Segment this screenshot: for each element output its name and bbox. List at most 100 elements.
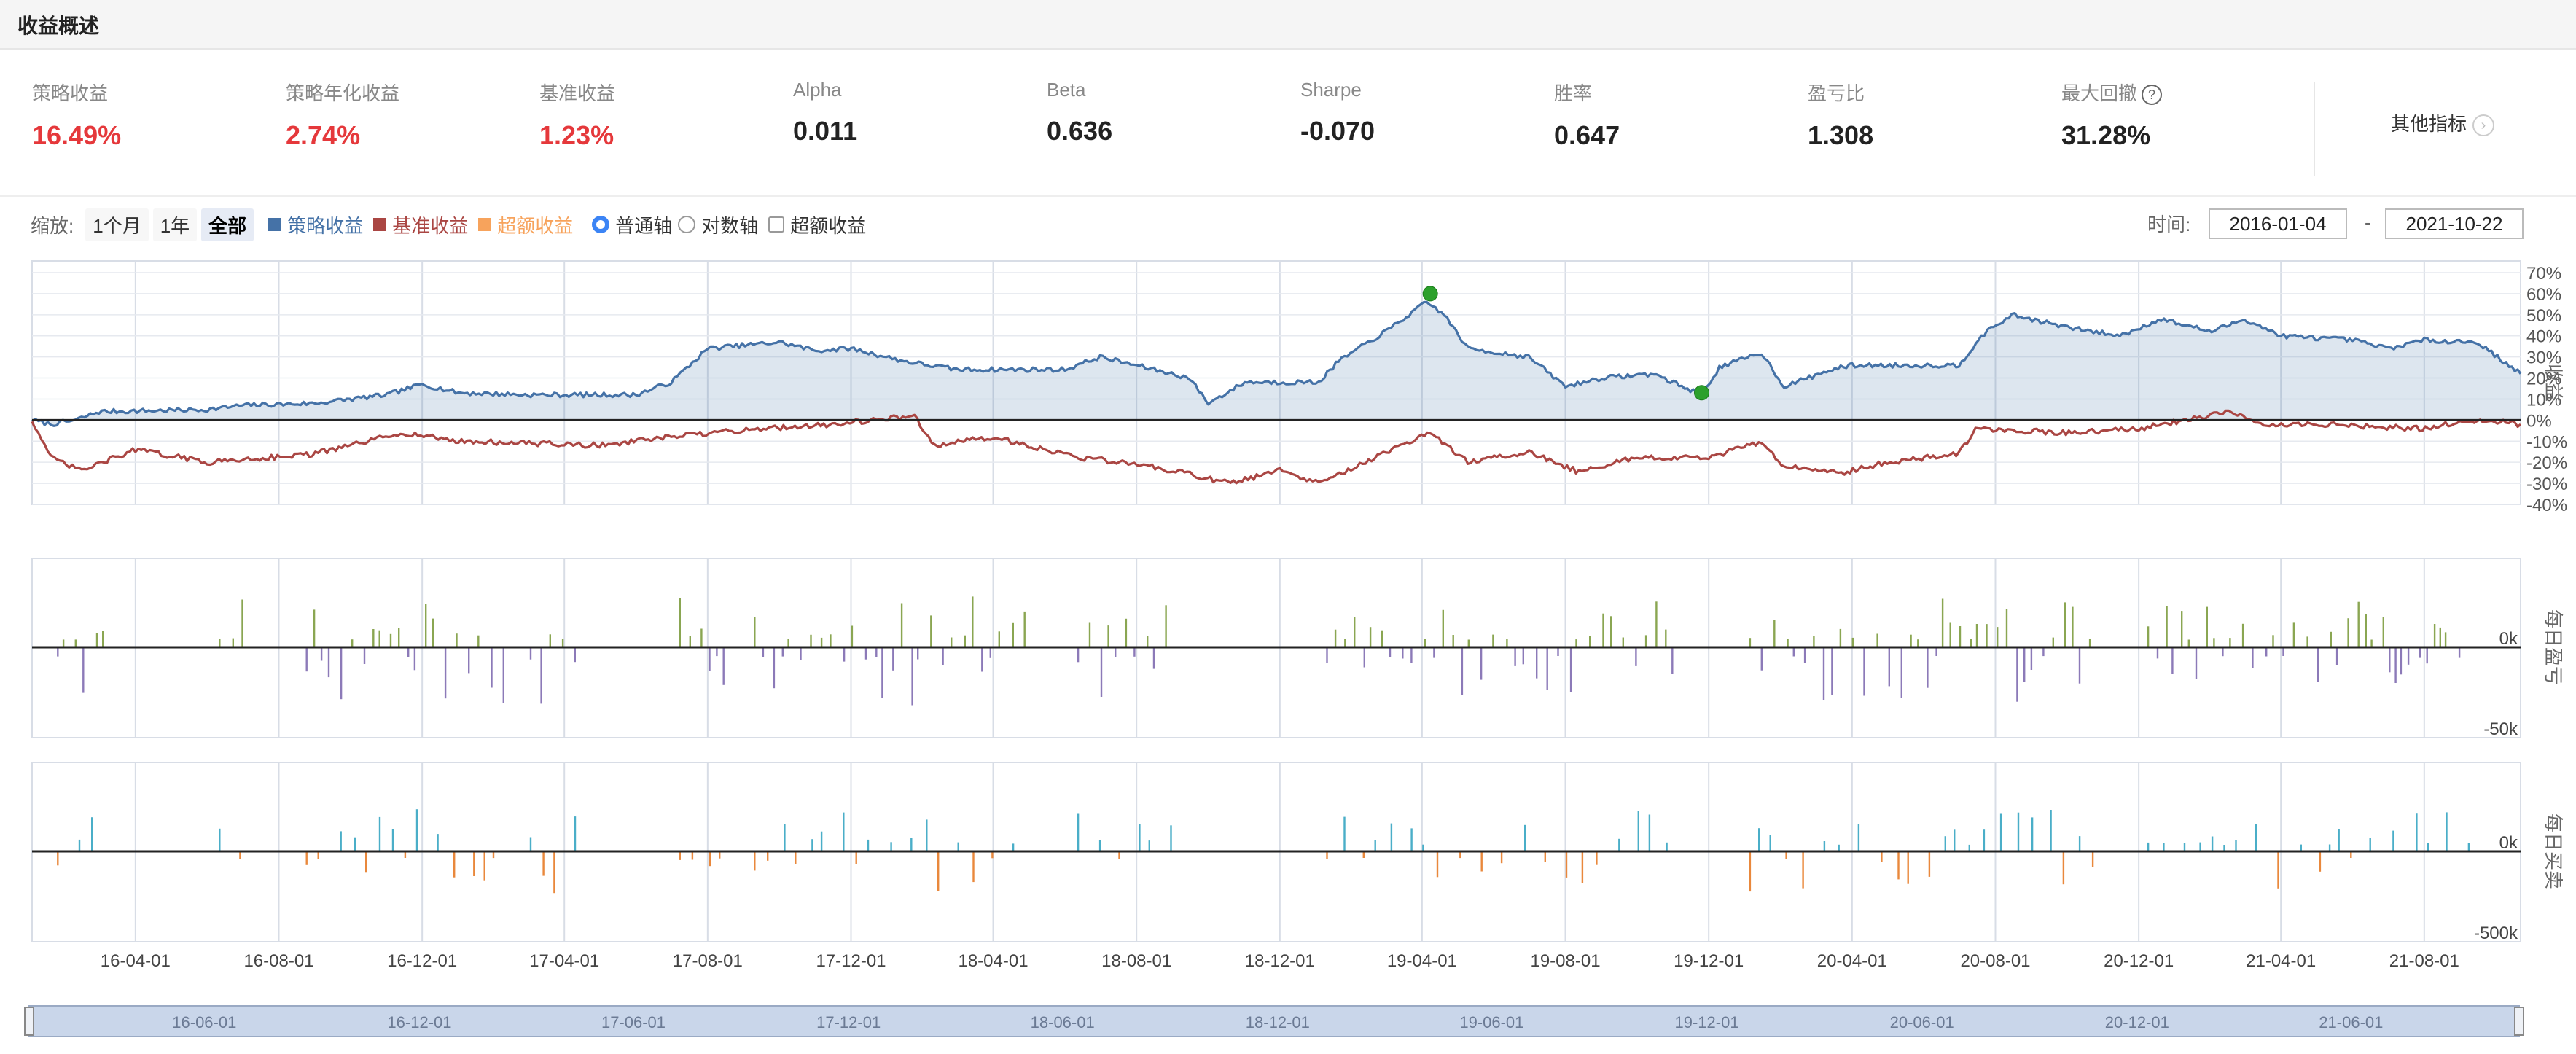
daily-pnl-bar: [1927, 647, 1929, 688]
daily-trade-bar: [2223, 845, 2225, 851]
daily-pnl-bar: [762, 647, 765, 657]
y-tick-label: -10%: [2526, 432, 2567, 452]
zoom-1-month-button[interactable]: 1个月: [85, 208, 149, 241]
daily-trade-bar: [492, 851, 495, 859]
legend-excess-return[interactable]: 超额收益: [478, 211, 573, 238]
daily-pnl-bar: [57, 647, 59, 657]
x-tick-label: 19-08-01: [1530, 951, 1600, 971]
daily-pnl-bar: [2292, 622, 2295, 647]
daily-pnl-bar: [1088, 622, 1091, 647]
daily-trade-bar: [1983, 829, 1986, 851]
daily-trade-bar: [2277, 851, 2279, 889]
daily-trade-bar: [855, 851, 857, 864]
daily-pnl-bar: [1492, 634, 1494, 647]
daily-trade-bar: [553, 851, 555, 894]
zoom-1-year-button[interactable]: 1年: [152, 208, 198, 241]
normal-axis-option[interactable]: 普通轴: [592, 211, 672, 238]
section-divider: [0, 195, 2576, 197]
daily-trade-bar: [2338, 829, 2340, 851]
daily-pnl-bar: [2042, 647, 2045, 657]
start-date-input[interactable]: 2016-01-04: [2209, 208, 2347, 239]
question-circle-icon[interactable]: ?: [2142, 85, 2163, 106]
daily-trade-bar: [415, 809, 418, 851]
drawdown-marker: [1694, 385, 1710, 401]
end-date-input[interactable]: 2021-10-22: [2385, 208, 2524, 239]
daily-pnl-bar: [1665, 629, 1667, 647]
y-tick-label: -500k: [2474, 924, 2518, 943]
daily-pnl-bar: [2030, 647, 2033, 670]
radio-checked-icon[interactable]: [592, 216, 610, 233]
daily-pnl-bar: [1589, 636, 1591, 647]
log-axis-option[interactable]: 对数轴: [678, 211, 758, 238]
daily-pnl-bar: [82, 647, 85, 693]
daily-pnl-bar: [1410, 647, 1413, 663]
navigator-tick-label: 18-06-01: [1031, 1013, 1095, 1031]
radio-unchecked-icon[interactable]: [678, 216, 696, 233]
y-tick-label: -50k: [2483, 719, 2518, 739]
x-tick-label: 16-12-01: [387, 951, 457, 971]
daily-pnl-bar: [2365, 614, 2367, 647]
daily-trade-bar: [91, 817, 93, 851]
daily-trade-bar: [1999, 813, 2002, 851]
daily-pnl-bar: [1610, 616, 1612, 647]
daily-pnl-bar: [1622, 637, 1624, 647]
metric-strategy-return: 策略收益 16.49%: [32, 82, 122, 150]
daily-pnl-bar: [851, 625, 854, 647]
daily-pnl-bar: [491, 647, 493, 688]
daily-pnl-bar: [951, 637, 953, 647]
legend-strategy-return[interactable]: 策略收益: [268, 211, 363, 238]
daily-pnl-bar: [327, 647, 330, 678]
x-tick-label: 20-04-01: [1817, 951, 1887, 971]
strategy-return-line: [31, 300, 2522, 427]
daily-pnl-bar: [2064, 602, 2066, 647]
legend-benchmark-return[interactable]: 基准收益: [373, 211, 468, 238]
daily-trade-bar: [2416, 813, 2418, 851]
daily-trade-bar: [78, 839, 81, 851]
daily-pnl-bar: [972, 596, 974, 647]
daily-pnl-bar: [1546, 647, 1548, 690]
daily-trade-bar: [305, 851, 308, 865]
daily-trade-bar: [2211, 836, 2214, 851]
daily-pnl-bar: [1949, 622, 1951, 647]
x-tick-label: 19-12-01: [1674, 951, 1744, 971]
metric-win-rate: 胜率 0.647: [1554, 82, 1620, 150]
section-header: 收益概述: [0, 0, 2576, 50]
daily-trade-bar: [1758, 828, 1760, 851]
navigator-right-handle: [2514, 1007, 2524, 1036]
navigator-tick-label: 20-12-01: [2105, 1013, 2169, 1031]
daily-trade-bar: [795, 851, 797, 864]
daily-pnl-bar: [881, 647, 883, 698]
daily-pnl-bar: [1839, 628, 1842, 647]
more-indicators-button[interactable]: 其他指标 ›: [2391, 109, 2495, 137]
daily-trade-bar: [691, 851, 694, 860]
daily-trade-bar: [2255, 824, 2257, 851]
daily-pnl-bar: [1433, 647, 1435, 658]
daily-trade-bar: [754, 851, 756, 871]
excess-return-checkbox[interactable]: 超额收益: [768, 211, 866, 238]
daily-pnl-bar: [398, 628, 400, 647]
daily-pnl-bar: [2347, 618, 2349, 647]
daily-pnl-bar: [2370, 639, 2373, 647]
daily-pnl-bar: [1012, 622, 1014, 647]
daily-pnl-bar: [1363, 647, 1365, 668]
daily-pnl-bar: [320, 647, 323, 661]
daily-pnl-bar: [2444, 632, 2447, 647]
daily-pnl-bar: [1975, 624, 1978, 647]
daily-trade-bar: [1666, 842, 1668, 851]
daily-pnl-bar: [1941, 598, 1944, 647]
daily-pnl-bar: [722, 647, 725, 685]
zoom-all-button[interactable]: 全部: [201, 208, 254, 241]
section-title: 收益概述: [17, 15, 100, 37]
checkbox-icon[interactable]: [768, 216, 785, 233]
daily-pnl-bar: [1381, 630, 1383, 647]
x-tick-label: 17-12-01: [816, 951, 886, 971]
daily-trade-bar: [1954, 829, 1956, 851]
daily-trade-bar: [910, 838, 913, 851]
daily-trade-bar: [1362, 851, 1365, 858]
daily-trade-bar: [391, 829, 394, 851]
daily-pnl-bar: [2335, 647, 2338, 665]
daily-pnl-bar: [1671, 647, 1674, 674]
daily-trade-bar: [2427, 843, 2429, 851]
daily-trade-bar: [2147, 842, 2150, 851]
